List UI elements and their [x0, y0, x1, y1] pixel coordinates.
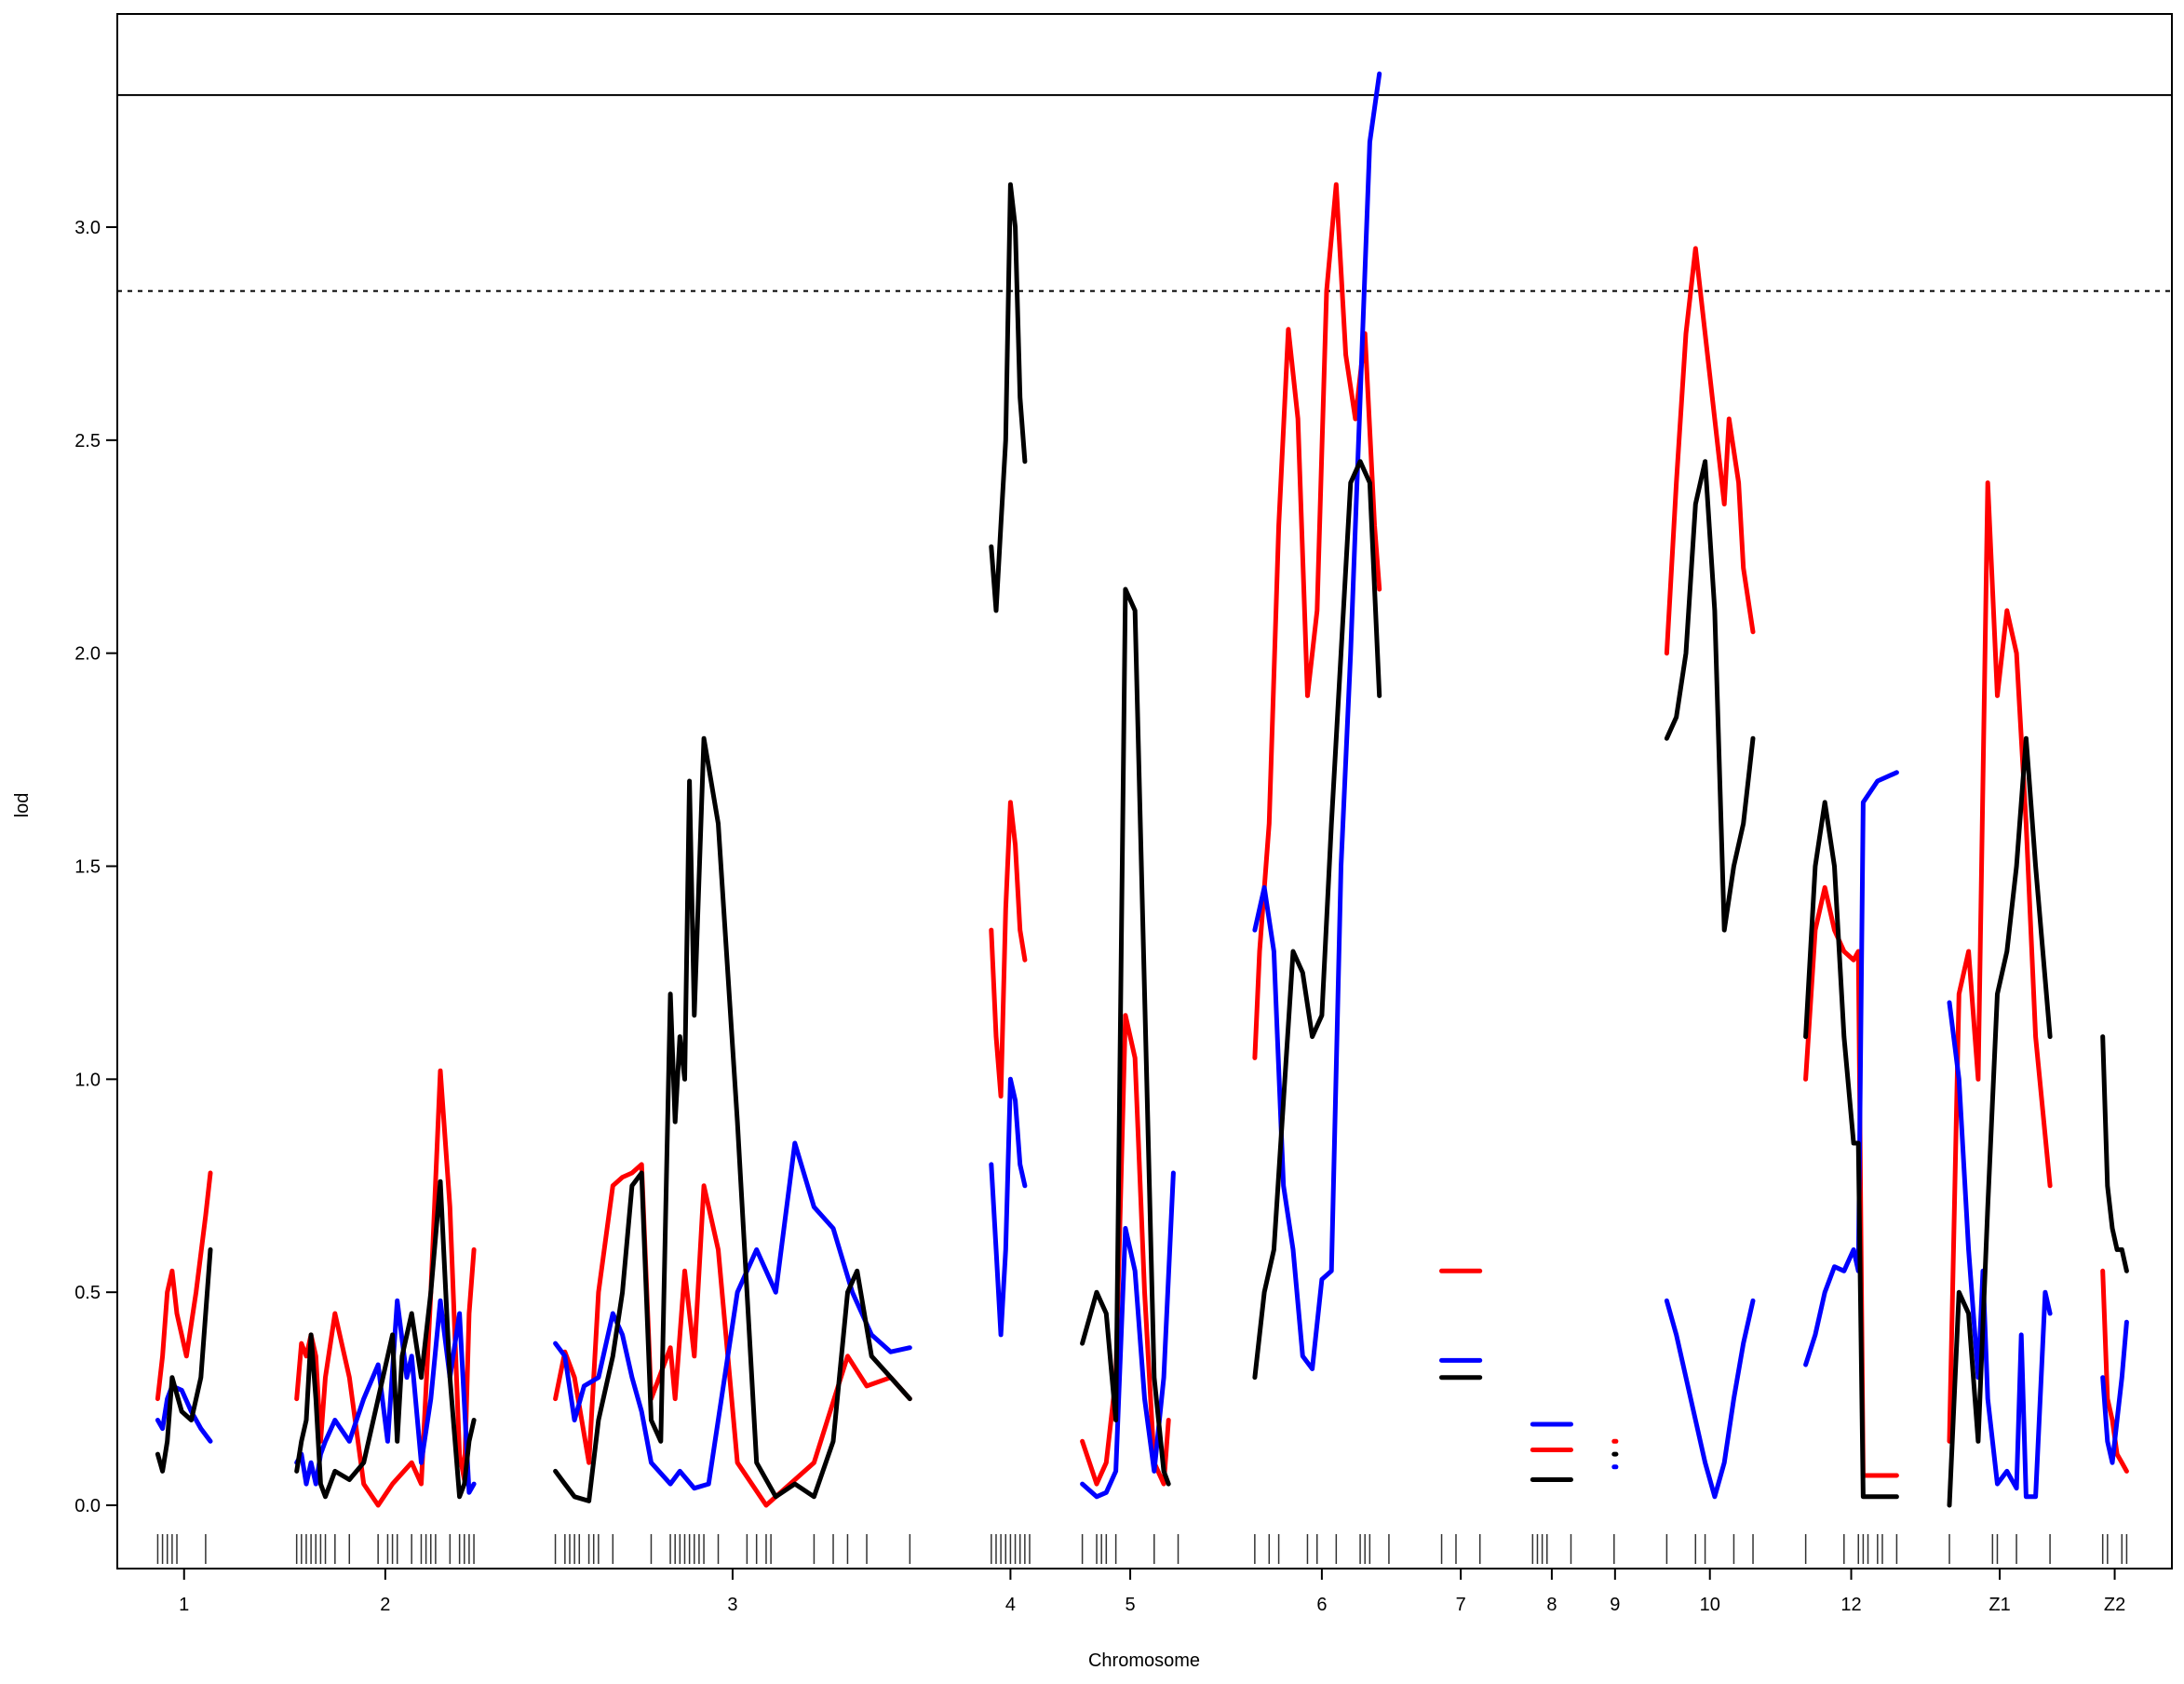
- lod-curve-chr-Z1: [1947, 1000, 2053, 1500]
- lod-curve-chr-Z1: [1947, 480, 2053, 1444]
- lod-curve-chr-2: [294, 1179, 477, 1500]
- lod-curve-chr-3: [553, 735, 912, 1503]
- lod-curves: [155, 71, 2129, 1508]
- x-axis: 1 2 3 4 5 6 7 8 9 10 12 Z1 Z2: [179, 1569, 2125, 1615]
- y-axis-title: lod: [12, 793, 33, 818]
- marker-rug: [156, 1534, 2128, 1564]
- lod-curve-chr-2: [294, 1298, 477, 1495]
- chromosome-label: 5: [1125, 1595, 1135, 1615]
- lod-curve-chr-3: [553, 1140, 912, 1491]
- chromosome-label: 12: [1840, 1595, 1861, 1615]
- y-tick-label: 1.0: [74, 1070, 101, 1090]
- lod-series-2: [155, 182, 2129, 1508]
- chromosome-label: 9: [1610, 1595, 1620, 1615]
- lod-curve-chr-3: [553, 1162, 912, 1508]
- chromosome-label: Z1: [1989, 1595, 2010, 1615]
- lod-curve-chr-4: [989, 182, 1028, 613]
- lod-curve-chr-1: [155, 1246, 213, 1474]
- chromosome-label: 10: [1700, 1595, 1720, 1615]
- lod-curve-chr-5: [1080, 1013, 1171, 1487]
- plot-frame: [116, 13, 2173, 1569]
- chromosome-label: 8: [1546, 1595, 1557, 1615]
- chromosome-label: 7: [1456, 1595, 1466, 1615]
- lod-curve-chr-1: [155, 1170, 213, 1402]
- y-axis: 0.0 0.5 1.0 1.5 2.0 2.5 3.0: [74, 218, 117, 1516]
- chromosome-label: 4: [1005, 1595, 1016, 1615]
- lod-curve-chr-Z2: [2100, 1034, 2129, 1273]
- lod-curve-chr-4: [989, 800, 1028, 1099]
- threshold-lines: [117, 94, 2172, 292]
- lod-curve-chr-6: [1252, 71, 1382, 1371]
- chromosome-label: 6: [1316, 1595, 1327, 1615]
- chromosome-label: 2: [380, 1595, 390, 1615]
- chromosome-label: 3: [727, 1595, 737, 1615]
- lod-curve-chr-12: [1803, 800, 1899, 1500]
- x-axis-title: Chromosome: [1088, 1650, 1200, 1671]
- lod-curve-chr-10: [1664, 246, 1756, 656]
- lod-curve-chr-6: [1252, 459, 1382, 1381]
- lod-curve-chr-12: [1803, 770, 1899, 1367]
- y-tick-label: 0.5: [74, 1283, 101, 1303]
- lod-curve-chr-4: [989, 1076, 1028, 1338]
- chromosome-label: 1: [179, 1595, 189, 1615]
- lod-curve-chr-Z1: [1947, 735, 2053, 1508]
- y-tick-label: 1.5: [74, 857, 101, 878]
- lod-curve-chr-10: [1664, 1298, 1756, 1500]
- lod-curve-chr-10: [1664, 459, 1756, 933]
- lod-curve-chr-5: [1080, 586, 1171, 1487]
- chromosome-label: Z2: [2104, 1595, 2125, 1615]
- y-tick-label: 0.0: [74, 1496, 101, 1516]
- y-tick-label: 2.5: [74, 431, 101, 451]
- lod-curve-chr-Z2: [2100, 1319, 2129, 1465]
- lod-curve-chr-12: [1803, 884, 1899, 1478]
- y-tick-label: 2.0: [74, 644, 101, 665]
- y-tick-label: 3.0: [74, 218, 101, 238]
